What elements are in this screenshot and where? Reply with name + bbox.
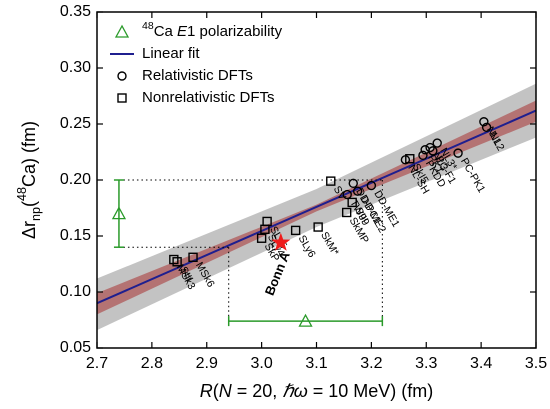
data-point [256,233,267,243]
x-tick-label: 3.0 [251,355,273,372]
data-point [479,117,489,127]
label-part: = 20, [232,381,283,401]
data-point [188,252,198,262]
legend-marker [114,24,130,38]
fit-line [97,109,536,305]
label: R(N = 20, ℏω = 10 MeV) (fm) [200,381,434,401]
data-point [418,150,428,161]
x-tick-label: 3.5 [525,355,547,372]
legend-label: Linear fit [142,45,200,62]
projection-point [298,313,313,327]
data-point [352,186,363,196]
legend-marker [117,93,127,103]
label-part: 1 polarizability [187,23,283,40]
x-tick-label: 3.3 [415,355,437,372]
data-point [348,178,358,189]
highlight-label: Bonn A [262,249,293,298]
point-label: SkM* [318,230,341,258]
label-part: Δr [19,221,39,239]
data-point [172,257,182,267]
label-part: Ca [154,23,177,40]
data-point [290,225,301,236]
data-point [432,138,442,148]
y-tick-label: 0.30 [60,59,91,76]
label-part: 48 [142,20,154,32]
point-label: PC-PK1 [458,156,487,195]
data-point [420,145,430,155]
legend-label: Nonrelativistic DFTs [142,89,275,106]
label-part: N [219,381,233,401]
bands [97,83,536,331]
data-point [405,154,415,164]
label-part: ( [213,381,219,401]
label-part: np [29,207,43,221]
label-part: ℏω [282,381,307,401]
data-point [342,189,352,200]
data-point [260,224,270,234]
y-tick-label: 0.35 [60,3,91,20]
constraint-point [111,206,127,220]
data-point [313,222,323,232]
label-part: 48 [15,187,29,201]
data-point [341,207,352,218]
x-tick-label: 3.1 [305,355,327,372]
point-label: SLy6 [296,233,318,260]
legend-label: Relativistic DFTs [142,67,253,84]
highlight-point [271,232,291,251]
label-part: Ca) (fm) [19,121,39,187]
data-point [366,180,377,191]
x-tick-label: 2.7 [86,355,108,372]
label-part: R [200,381,213,401]
x-tick-label: 3.2 [360,355,382,372]
data-point [326,176,336,186]
data-point [347,197,357,208]
y-tick-label: 0.10 [60,283,91,300]
data-point [169,254,179,265]
y-tick-label: 0.20 [60,171,91,188]
label-part: = 10 MeV) (fm) [308,381,434,401]
x-tick-label: 3.4 [470,355,492,372]
label-part: ( [19,201,39,207]
y-tick-label: 0.25 [60,115,91,132]
y-tick-label: 0.05 [60,339,91,356]
label-part: E [177,23,188,40]
data-point [481,122,492,133]
x-tick-label: 2.8 [141,355,163,372]
x-tick-label: 2.9 [196,355,218,372]
label: Δrnp(48Ca) (fm) [15,121,43,239]
label: 48Ca E1 polarizability [142,20,283,40]
legend-marker [117,71,127,81]
y-tick-label: 0.15 [60,227,91,244]
data-point [453,148,463,158]
